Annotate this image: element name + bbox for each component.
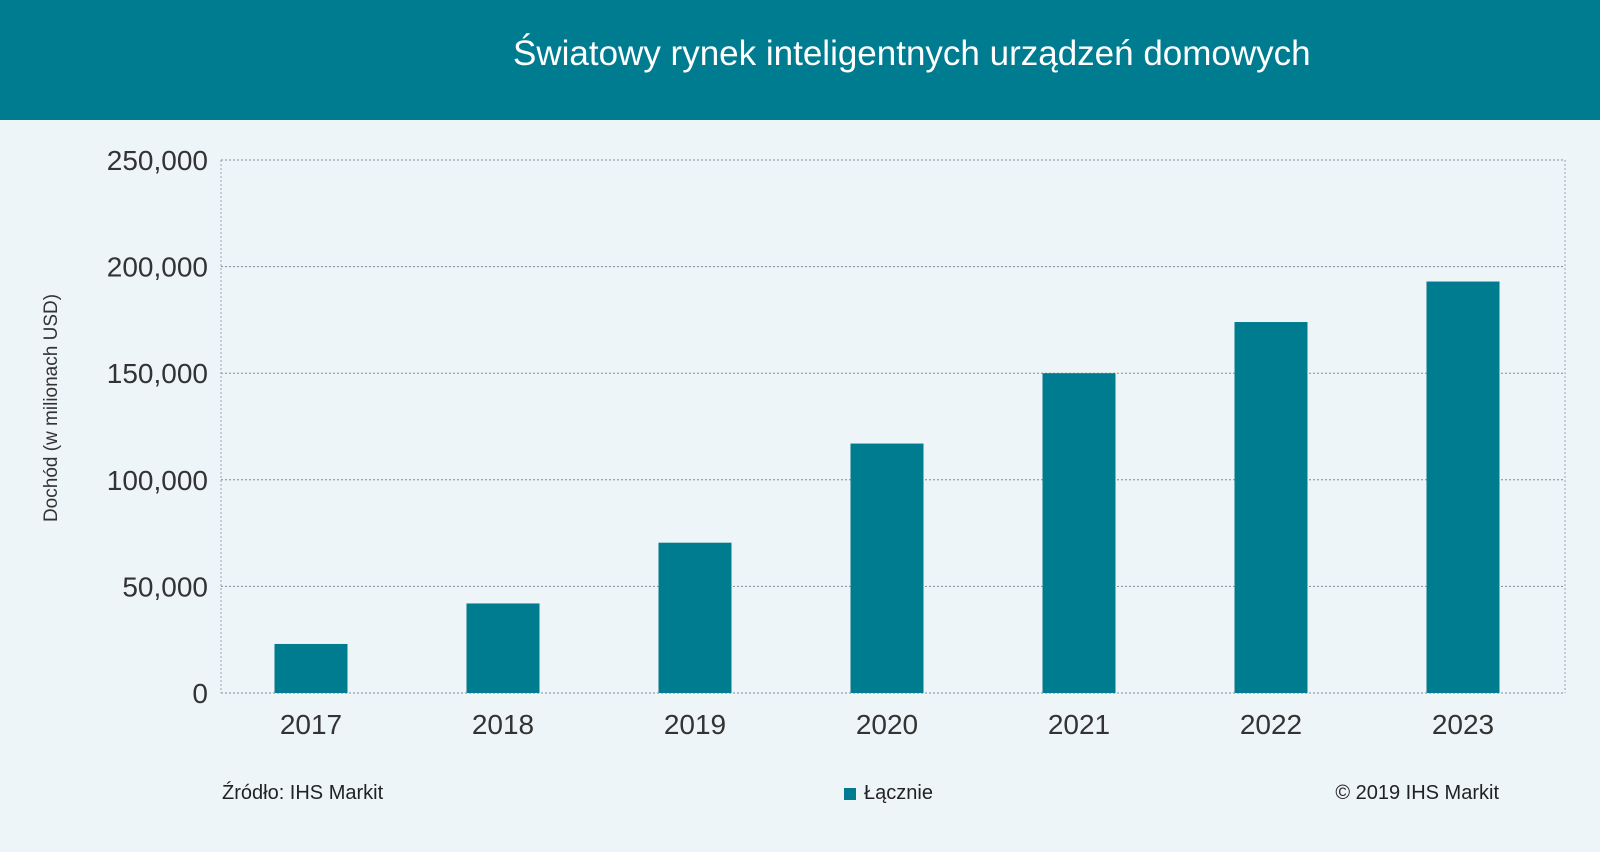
y-tick-label: 250,000 xyxy=(107,145,208,176)
legend-swatch xyxy=(844,787,856,800)
legend: Łącznie xyxy=(844,782,933,805)
title-bar: Światowy rynek inteligentnych urządzeń d… xyxy=(0,0,1600,120)
legend-label: Łącznie xyxy=(864,782,933,804)
y-tick-label: 0 xyxy=(192,678,208,709)
y-axis-label: Dochód (w milionach USD) xyxy=(41,293,62,523)
bar xyxy=(1426,281,1500,693)
bar xyxy=(1042,373,1116,693)
bar xyxy=(658,542,732,693)
x-tick-label: 2020 xyxy=(856,709,918,740)
y-tick-label: 100,000 xyxy=(107,465,208,496)
y-tick-label: 200,000 xyxy=(107,252,208,283)
x-tick-label: 2021 xyxy=(1048,709,1110,740)
bar xyxy=(466,603,540,693)
bar xyxy=(850,443,924,693)
copyright-note: © 2019 IHS Markit xyxy=(1335,782,1499,804)
x-tick-label: 2019 xyxy=(664,709,726,740)
x-tick-label: 2017 xyxy=(280,709,342,740)
y-tick-label: 50,000 xyxy=(122,571,208,602)
bar xyxy=(274,643,348,693)
bar xyxy=(1234,322,1308,693)
source-note: Źródło: IHS Markit xyxy=(222,782,384,804)
x-tick-label: 2018 xyxy=(472,709,534,740)
x-tick-label: 2023 xyxy=(1432,709,1494,740)
y-tick-label: 150,000 xyxy=(107,358,208,389)
chart-title: Światowy rynek inteligentnych urządzeń d… xyxy=(513,34,1311,73)
x-tick-label: 2022 xyxy=(1240,709,1302,740)
